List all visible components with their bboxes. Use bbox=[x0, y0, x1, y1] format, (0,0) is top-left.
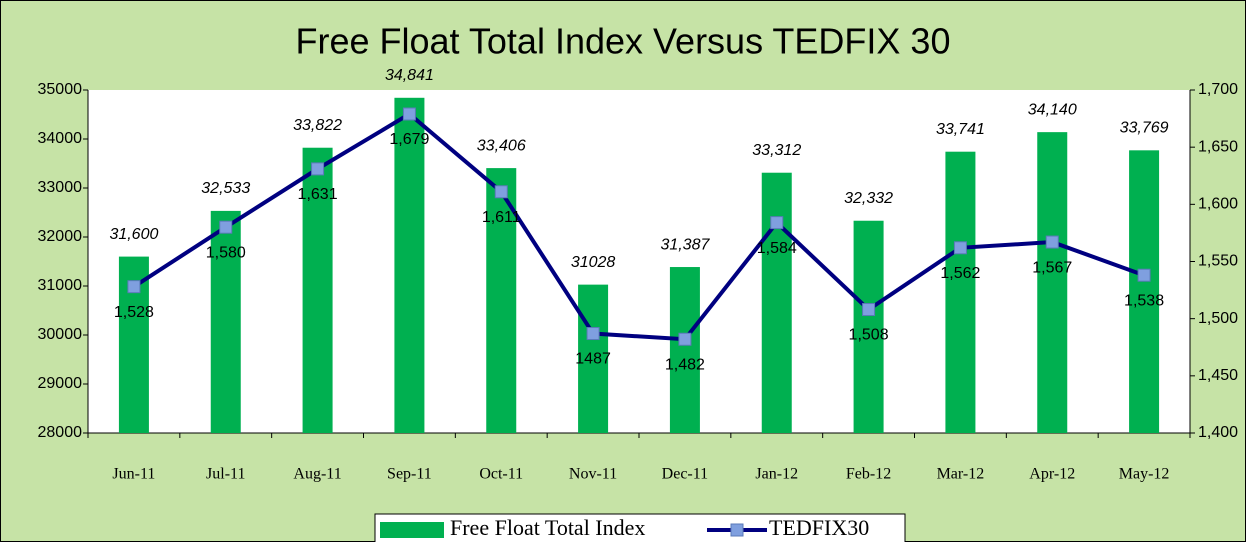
line-marker bbox=[862, 303, 876, 317]
x-tick-label: Nov-11 bbox=[569, 466, 617, 483]
line-value-label: 1,538 bbox=[1124, 292, 1164, 309]
bar bbox=[761, 172, 792, 433]
line-value-label: 1,528 bbox=[114, 304, 154, 321]
line-value-label: 1,611 bbox=[482, 209, 521, 226]
bar-value-label: 31,387 bbox=[660, 236, 710, 253]
legend-box bbox=[374, 513, 906, 542]
bar-value-label: 32,533 bbox=[201, 180, 250, 197]
y-tick-label: 30000 bbox=[38, 326, 83, 343]
line-marker bbox=[494, 185, 508, 199]
x-tick-label: Sep-11 bbox=[387, 466, 432, 483]
line-value-label: 1,567 bbox=[1032, 259, 1072, 276]
bar-value-label: 33,406 bbox=[477, 137, 526, 154]
bar bbox=[578, 284, 609, 433]
line bbox=[132, 111, 1145, 342]
x-tick-label: Apr-12 bbox=[1029, 466, 1075, 483]
legend-marker bbox=[730, 523, 744, 537]
y-tick-label: 35000 bbox=[38, 81, 83, 98]
bar-value-label: 33,741 bbox=[936, 121, 985, 138]
y-tick-label: 33000 bbox=[38, 179, 83, 196]
bar bbox=[853, 220, 884, 433]
x-tick-label: Jun-11 bbox=[112, 466, 155, 483]
x-tick-label: Feb-12 bbox=[846, 466, 891, 483]
bar-value-label: 34,140 bbox=[1028, 101, 1077, 118]
bar-value-label: 31,600 bbox=[109, 226, 158, 243]
bar bbox=[302, 147, 333, 434]
y-tick-label: 34000 bbox=[38, 130, 83, 147]
chart-title: Free Float Total Index Versus TEDFIX 30 bbox=[296, 21, 951, 62]
bar-value-label: 33,822 bbox=[293, 117, 342, 134]
line-value-label: 1,562 bbox=[940, 265, 980, 282]
line-marker bbox=[586, 327, 600, 341]
line-marker bbox=[1137, 268, 1151, 282]
bar bbox=[1129, 150, 1160, 433]
x-tick-label: Dec-11 bbox=[662, 466, 709, 483]
y-tick-label: 32000 bbox=[38, 228, 83, 245]
line-value-label: 1,631 bbox=[298, 186, 338, 203]
legend-swatch bbox=[380, 522, 444, 538]
y2-tick-label: 1,500 bbox=[1198, 310, 1238, 327]
bar bbox=[210, 210, 241, 433]
y2-tick-label: 1,700 bbox=[1198, 81, 1238, 98]
legend-label: TEDFIX30 bbox=[769, 515, 869, 540]
y2-tick-label: 1,400 bbox=[1198, 424, 1238, 441]
bar bbox=[669, 267, 700, 433]
bar-value-label: 31028 bbox=[571, 254, 616, 271]
legend bbox=[374, 513, 906, 542]
x-tick-label: Oct-11 bbox=[479, 466, 523, 483]
x-tick-label: Aug-11 bbox=[293, 466, 341, 483]
line-marker bbox=[770, 216, 784, 230]
bar bbox=[486, 168, 517, 433]
y2-tick-label: 1,650 bbox=[1198, 138, 1238, 155]
y2-tick-label: 1,450 bbox=[1198, 367, 1238, 384]
bar-value-label: 33,312 bbox=[752, 142, 801, 159]
line-value-label: 1,679 bbox=[389, 131, 429, 148]
line-value-label: 1487 bbox=[575, 351, 611, 368]
line-marker bbox=[402, 107, 416, 121]
x-tick-label: May-12 bbox=[1119, 466, 1170, 483]
y2-tick-label: 1,600 bbox=[1198, 196, 1238, 213]
line-marker bbox=[953, 241, 967, 255]
x-tick-label: Mar-12 bbox=[937, 466, 985, 483]
line-marker bbox=[1045, 235, 1059, 249]
x-tick-label: Jul-11 bbox=[206, 466, 245, 483]
y-tick-label: 28000 bbox=[38, 424, 83, 441]
line-marker bbox=[219, 220, 233, 234]
bar-value-label: 34,841 bbox=[385, 67, 434, 84]
line-marker bbox=[127, 280, 141, 294]
y-tick-label: 29000 bbox=[38, 375, 83, 392]
line-marker bbox=[678, 332, 692, 346]
line-value-label: 1,508 bbox=[849, 327, 889, 344]
line-value-label: 1,584 bbox=[757, 240, 797, 257]
bar bbox=[945, 151, 976, 434]
bar bbox=[394, 97, 425, 433]
y-tick-label: 31000 bbox=[38, 277, 83, 294]
line-value-label: 1,580 bbox=[206, 244, 246, 261]
bar bbox=[1037, 132, 1068, 433]
line-value-label: 1,482 bbox=[665, 356, 705, 373]
plot-area bbox=[88, 90, 1190, 433]
bar-value-label: 33,769 bbox=[1120, 120, 1169, 137]
x-tick-label: Jan-12 bbox=[755, 466, 798, 483]
y2-tick-label: 1,550 bbox=[1198, 253, 1238, 270]
legend-label: Free Float Total Index bbox=[450, 515, 645, 540]
bar-value-label: 32,332 bbox=[844, 190, 893, 207]
line-marker bbox=[311, 162, 325, 176]
